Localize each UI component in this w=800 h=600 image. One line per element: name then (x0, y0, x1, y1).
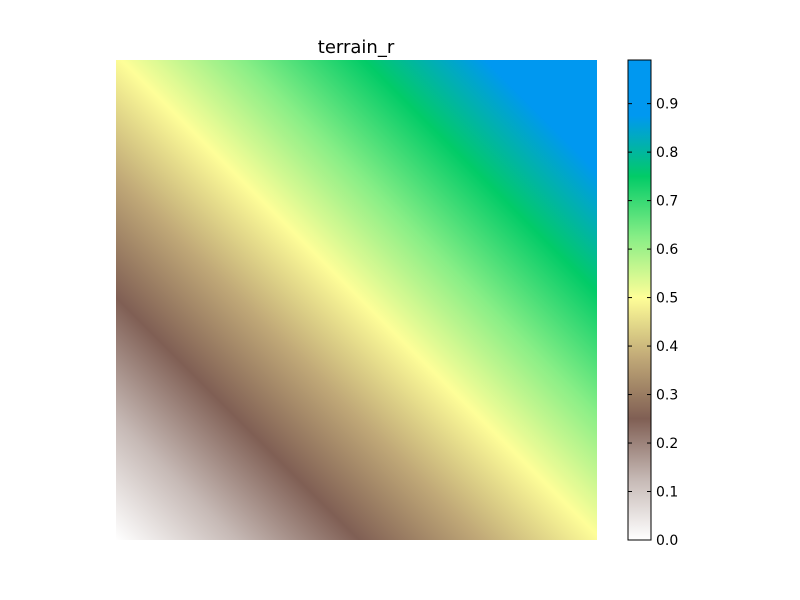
colorbar-tick-label: 0.7 (656, 194, 678, 210)
colorbar: 0.0 0.1 0.2 0.3 0.4 0.5 0.6 0.7 0.8 0.9 (627, 59, 678, 549)
colorbar-tick-label: 0.6 (656, 242, 678, 258)
colorbar-tick-label: 0.5 (656, 291, 678, 307)
colorbar-tick-label: 0.1 (656, 485, 678, 501)
colorbar-tick-label: 0.4 (656, 339, 678, 355)
heatmap-field (116, 60, 597, 540)
colorbar-bar (627, 59, 652, 541)
heatmap-plot-area (116, 60, 597, 540)
colorbar-tick-label: 0.2 (656, 436, 678, 452)
colorbar-tick-label: 0.3 (656, 388, 678, 404)
colorbar-tick-label: 0.8 (656, 145, 678, 161)
colorbar-tick-label: 0.9 (656, 97, 678, 113)
colorbar-tick-label: 0.0 (656, 533, 678, 549)
chart-title: terrain_r (318, 37, 395, 58)
